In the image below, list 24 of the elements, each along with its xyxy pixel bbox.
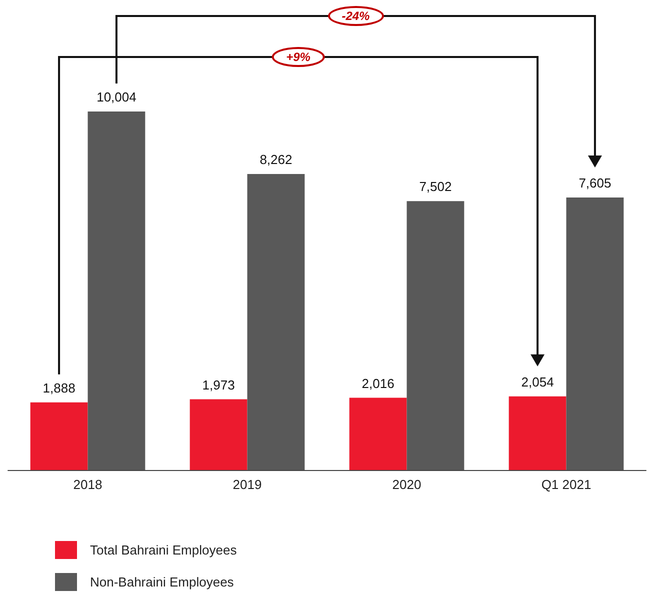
data-label: 1,973 <box>202 377 235 392</box>
bar <box>30 402 88 470</box>
data-label: 2,054 <box>521 374 554 390</box>
bar <box>88 112 146 470</box>
data-label: 1,888 <box>42 380 76 396</box>
x-tick-label: Q1 2021 <box>541 477 592 492</box>
legend-label: Non-Bahraini Employees <box>90 574 234 590</box>
data-label: 2,016 <box>362 376 394 391</box>
x-tick-label: 2020 <box>392 477 422 492</box>
text: -24% <box>328 6 384 26</box>
bar <box>566 197 624 470</box>
bar <box>508 396 566 470</box>
data-label: 7,605 <box>578 175 612 190</box>
text: +9% <box>272 47 324 67</box>
bar <box>190 399 248 470</box>
bar <box>247 174 305 470</box>
data-label: 10,004 <box>96 90 136 105</box>
data-label: 8,262 <box>260 152 292 167</box>
bar <box>406 201 464 470</box>
bar <box>349 398 407 470</box>
x-tick-label: 2018 <box>73 477 102 492</box>
legend-label: Total Bahraini Employees <box>90 542 238 558</box>
x-tick-label: 2019 <box>232 477 262 492</box>
data-label: 7,502 <box>419 179 452 194</box>
